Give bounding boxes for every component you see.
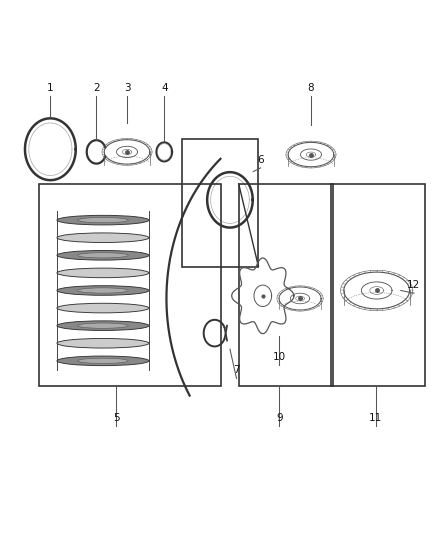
Ellipse shape: [78, 323, 128, 328]
Ellipse shape: [57, 356, 149, 366]
Ellipse shape: [78, 288, 128, 293]
Text: 3: 3: [124, 83, 131, 93]
Bar: [182, 139, 258, 266]
Text: 10: 10: [273, 352, 286, 362]
Text: 8: 8: [307, 83, 314, 93]
Ellipse shape: [57, 338, 149, 348]
Ellipse shape: [78, 358, 128, 364]
Text: 6: 6: [257, 155, 264, 165]
Ellipse shape: [78, 253, 128, 258]
Text: 4: 4: [161, 83, 168, 93]
Text: 7: 7: [233, 366, 240, 375]
Bar: [39, 184, 221, 386]
Ellipse shape: [57, 321, 149, 330]
Text: 5: 5: [113, 414, 120, 423]
Text: 1: 1: [47, 83, 54, 93]
Text: 9: 9: [276, 414, 283, 423]
Text: 2: 2: [93, 83, 100, 93]
Text: 12: 12: [407, 280, 420, 290]
Ellipse shape: [57, 215, 149, 225]
Bar: [239, 184, 333, 386]
Ellipse shape: [57, 251, 149, 260]
Bar: [331, 184, 425, 386]
Ellipse shape: [57, 233, 149, 243]
Ellipse shape: [57, 268, 149, 278]
Ellipse shape: [57, 303, 149, 313]
Ellipse shape: [57, 286, 149, 295]
Text: 11: 11: [369, 414, 382, 423]
Ellipse shape: [78, 217, 128, 223]
